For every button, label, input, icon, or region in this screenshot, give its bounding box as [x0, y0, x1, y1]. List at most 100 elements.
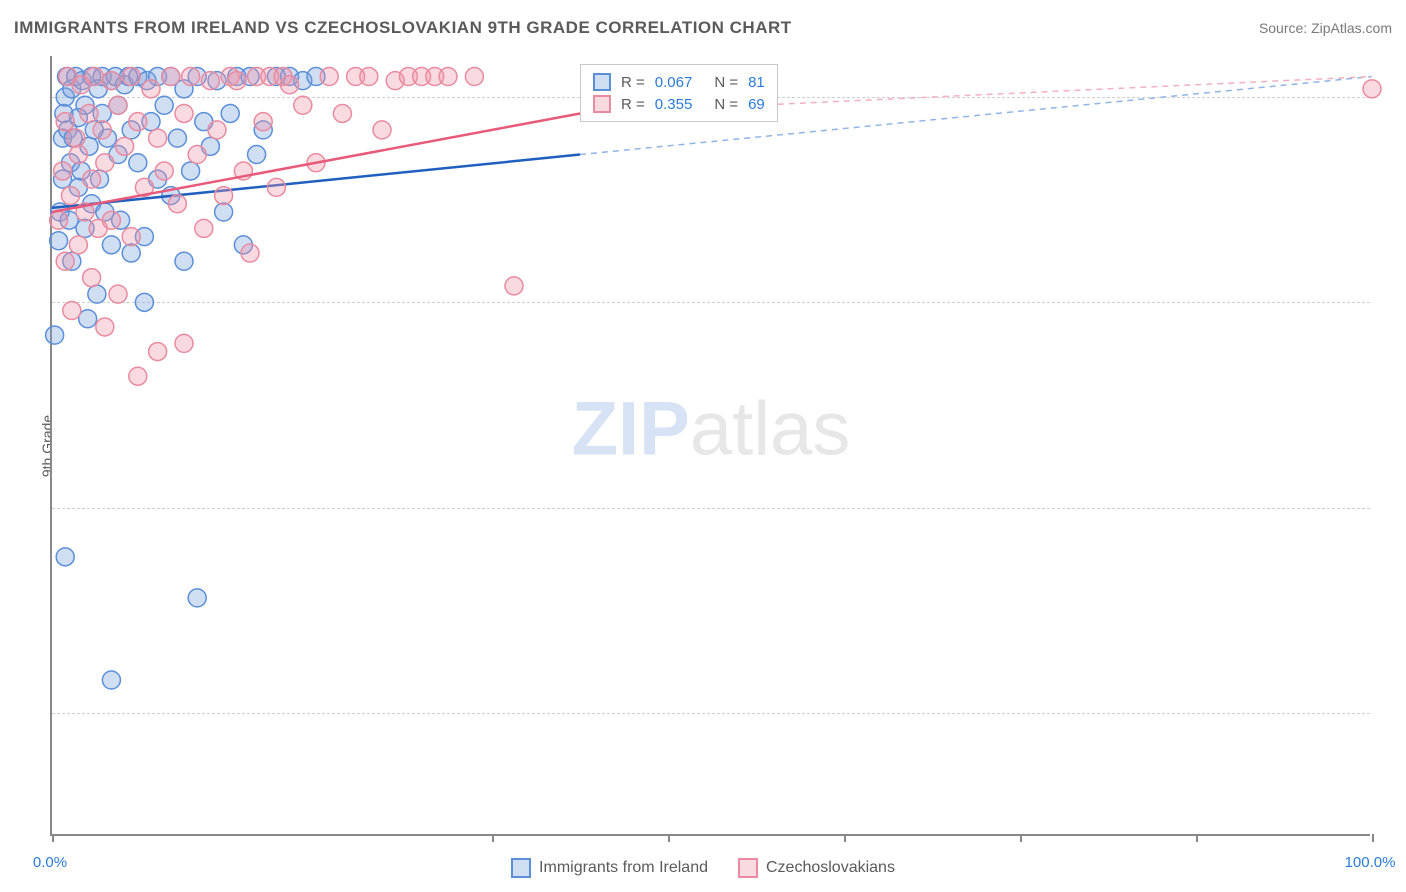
scatter-point — [102, 671, 120, 689]
scatter-point — [155, 162, 173, 180]
legend-r-value: 0.067 — [655, 74, 693, 91]
scatter-point — [241, 244, 259, 262]
x-tick-label-left: 0.0% — [33, 854, 67, 871]
legend-swatch — [738, 858, 758, 878]
legend-bottom-item: Immigrants from Ireland — [511, 858, 708, 878]
scatter-point — [54, 162, 72, 180]
scatter-point — [93, 121, 111, 139]
scatter-point — [122, 244, 140, 262]
scatter-point — [201, 72, 219, 90]
scatter-point — [46, 326, 64, 344]
scatter-point — [320, 68, 338, 86]
x-tick — [1196, 834, 1198, 842]
scatter-point — [195, 219, 213, 237]
chart-header: IMMIGRANTS FROM IRELAND VS CZECHOSLOVAKI… — [14, 18, 1392, 38]
x-tick-label-right: 100.0% — [1345, 854, 1396, 871]
legend-swatch — [593, 95, 611, 113]
x-tick — [1020, 834, 1022, 842]
scatter-point — [439, 68, 457, 86]
scatter-point — [88, 285, 106, 303]
y-tick-label: 85.0% — [1380, 704, 1406, 721]
legend-correlation-box: R = 0.067 N = 81 R = 0.355 N = 69 — [580, 64, 778, 122]
scatter-point — [96, 154, 114, 172]
scatter-point — [56, 548, 74, 566]
chart-svg — [52, 56, 1370, 834]
scatter-point — [155, 96, 173, 114]
legend-r-label: R = — [621, 96, 645, 113]
scatter-point — [83, 170, 101, 188]
legend-bottom-label: Immigrants from Ireland — [539, 859, 708, 877]
scatter-point — [162, 68, 180, 86]
x-tick — [52, 834, 54, 842]
legend-correlation-row: R = 0.355 N = 69 — [593, 93, 765, 115]
chart-title: IMMIGRANTS FROM IRELAND VS CZECHOSLOVAKI… — [14, 18, 792, 38]
scatter-point — [56, 252, 74, 270]
scatter-point — [360, 68, 378, 86]
scatter-point — [215, 203, 233, 221]
y-tick-label: 95.0% — [1380, 294, 1406, 311]
legend-n-value: 69 — [748, 96, 765, 113]
legend-n-value: 81 — [748, 74, 765, 91]
scatter-point — [129, 113, 147, 131]
y-tick-label: 100.0% — [1380, 89, 1406, 106]
scatter-point — [281, 76, 299, 94]
x-tick — [844, 834, 846, 842]
scatter-point — [294, 96, 312, 114]
legend-correlation-row: R = 0.067 N = 81 — [593, 71, 765, 93]
legend-r-value: 0.355 — [655, 96, 693, 113]
scatter-point — [102, 236, 120, 254]
legend-swatch — [593, 73, 611, 91]
scatter-point — [149, 343, 167, 361]
scatter-point — [333, 104, 351, 122]
chart-source: Source: ZipAtlas.com — [1259, 20, 1392, 36]
scatter-point — [182, 68, 200, 86]
scatter-point — [175, 252, 193, 270]
scatter-point — [56, 113, 74, 131]
scatter-point — [175, 104, 193, 122]
scatter-point — [122, 228, 140, 246]
scatter-point — [85, 68, 103, 86]
scatter-point — [109, 96, 127, 114]
scatter-point — [129, 154, 147, 172]
x-tick — [668, 834, 670, 842]
legend-swatch — [511, 858, 531, 878]
scatter-point — [149, 129, 167, 147]
legend-r-label: R = — [621, 74, 645, 91]
scatter-point — [215, 187, 233, 205]
scatter-point — [69, 146, 87, 164]
scatter-point — [96, 318, 114, 336]
scatter-point — [465, 68, 483, 86]
scatter-point — [102, 211, 120, 229]
scatter-point — [221, 104, 239, 122]
legend-bottom-item: Czechoslovakians — [738, 858, 895, 878]
scatter-point — [80, 104, 98, 122]
scatter-point — [168, 129, 186, 147]
scatter-point — [83, 269, 101, 287]
scatter-point — [188, 589, 206, 607]
scatter-point — [50, 232, 68, 250]
scatter-point — [63, 302, 81, 320]
scatter-point — [505, 277, 523, 295]
scatter-point — [102, 72, 120, 90]
scatter-point — [373, 121, 391, 139]
scatter-point — [61, 187, 79, 205]
scatter-point — [254, 113, 272, 131]
scatter-point — [267, 178, 285, 196]
scatter-point — [69, 236, 87, 254]
scatter-point — [182, 162, 200, 180]
legend-n-label: N = — [714, 96, 738, 113]
legend-bottom: Immigrants from Ireland Czechoslovakians — [0, 858, 1406, 878]
scatter-point — [168, 195, 186, 213]
scatter-point — [188, 146, 206, 164]
y-tick-label: 90.0% — [1380, 499, 1406, 516]
scatter-point — [109, 285, 127, 303]
scatter-point — [122, 68, 140, 86]
scatter-point — [116, 137, 134, 155]
legend-n-label: N = — [714, 74, 738, 91]
scatter-point — [129, 367, 147, 385]
scatter-point — [135, 293, 153, 311]
scatter-point — [248, 146, 266, 164]
x-tick — [492, 834, 494, 842]
scatter-point — [228, 72, 246, 90]
legend-bottom-label: Czechoslovakians — [766, 859, 895, 877]
